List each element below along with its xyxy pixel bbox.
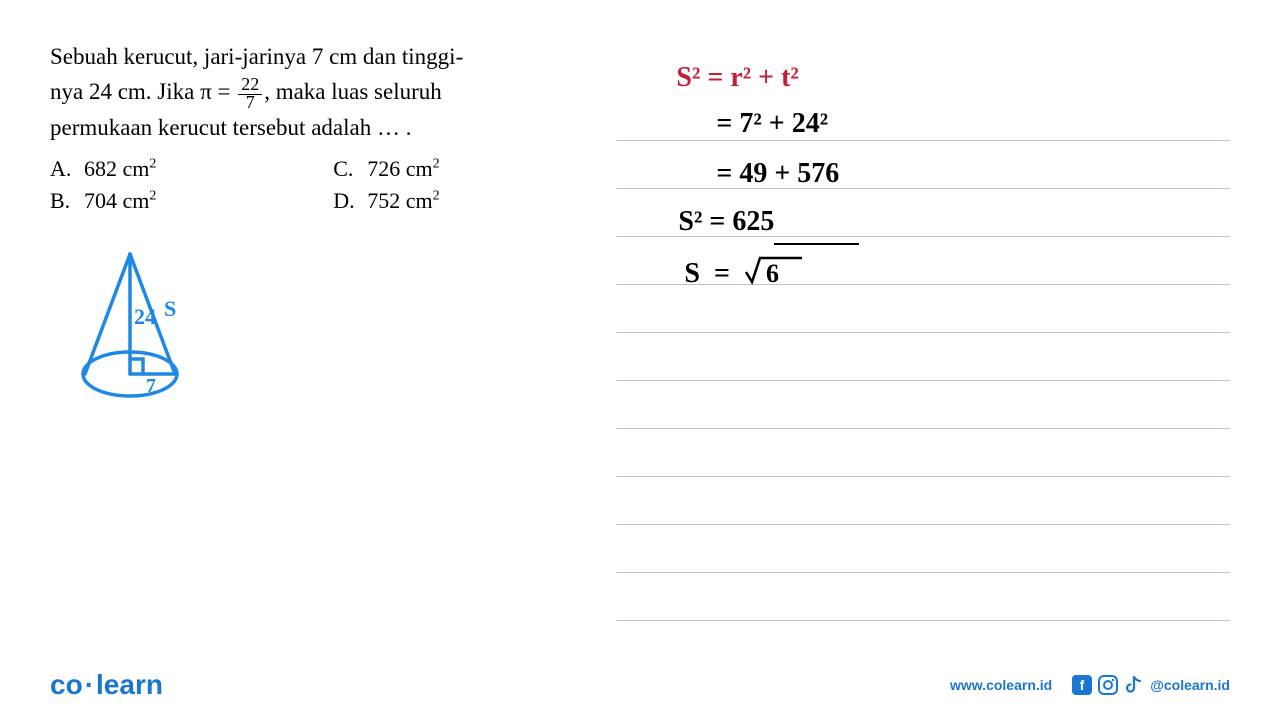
problem-line3: permukaan kerucut tersebut adalah … .: [50, 115, 411, 140]
svg-text:7: 7: [146, 375, 156, 397]
facebook-icon[interactable]: f: [1072, 675, 1092, 695]
problem-line2-after: , maka luas seluruh: [264, 79, 442, 104]
cone-diagram: 24 S 7: [60, 244, 596, 429]
problem-text: Sebuah kerucut, jari-jarinya 7 cm dan ti…: [50, 40, 596, 146]
option-c: C. 726 cm2: [333, 156, 596, 182]
answer-options: A. 682 cm2 C. 726 cm2 B. 704 cm2 D. 752 …: [50, 156, 596, 214]
work-line-4: S² = 625: [678, 206, 774, 238]
underline-625: [774, 243, 859, 245]
brand-logo: co·learn: [50, 669, 163, 701]
tiktok-icon[interactable]: [1124, 675, 1144, 695]
option-a: A. 682 cm2: [50, 156, 313, 182]
problem-line2-before: nya 24 cm. Jika π =: [50, 79, 236, 104]
work-line-3: = 49 + 576: [716, 158, 839, 190]
problem-line1: Sebuah kerucut, jari-jarinya 7 cm dan ti…: [50, 44, 463, 69]
problem-panel: Sebuah kerucut, jari-jarinya 7 cm dan ti…: [50, 40, 616, 640]
option-d: D. 752 cm2: [333, 188, 596, 214]
footer: co·learn www.colearn.id f @colearn.id: [0, 650, 1280, 720]
svg-text:S: S: [164, 296, 176, 321]
svg-text:f: f: [1080, 677, 1085, 693]
website-link[interactable]: www.colearn.id: [950, 677, 1052, 693]
pi-fraction: 227: [238, 75, 262, 111]
svg-text:6: 6: [766, 259, 779, 288]
social-links: f @colearn.id: [1072, 675, 1230, 695]
ruled-background: [616, 40, 1230, 640]
instagram-icon[interactable]: [1098, 675, 1118, 695]
social-handle: @colearn.id: [1150, 677, 1230, 693]
work-line-2: = 7² + 24²: [716, 108, 828, 140]
svg-text:24: 24: [134, 304, 156, 329]
option-b: B. 704 cm2: [50, 188, 313, 214]
work-line-5: S = 6: [684, 254, 804, 290]
footer-right: www.colearn.id f @colearn.id: [950, 675, 1230, 695]
work-panel: S² = r² + t² = 7² + 24² = 49 + 576 S² = …: [616, 40, 1230, 640]
work-line-1: S² = r² + t²: [676, 62, 798, 94]
